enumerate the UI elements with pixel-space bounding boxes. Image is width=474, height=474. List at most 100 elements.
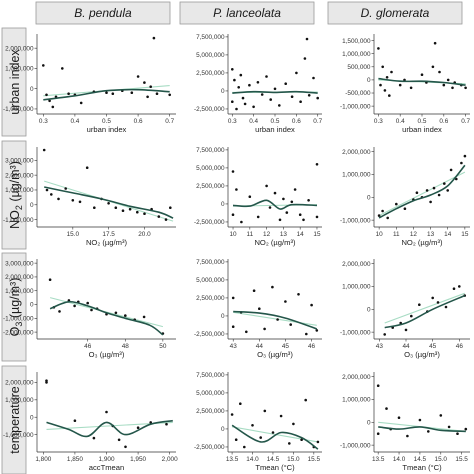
- data-point: [451, 86, 454, 90]
- data-point: [433, 41, 437, 45]
- x-tick-label: 12: [263, 231, 271, 238]
- data-point: [48, 99, 51, 103]
- data-point: [398, 83, 402, 87]
- data-point: [111, 92, 115, 95]
- data-point: [385, 76, 389, 79]
- x-tick-label: 15: [461, 231, 469, 238]
- x-tick-label: 15.0: [287, 456, 300, 463]
- panel-r2-c1: -1,000,000 0 1,000,000 2,000,000 3,000,000 15…: [3, 147, 176, 247]
- column-strip-bg: [179, 1, 315, 25]
- y-tick-label: 3,000,000: [5, 260, 34, 267]
- x-tick-label: 15.0: [67, 231, 80, 238]
- data-point: [415, 191, 419, 194]
- panel-r4-c2: -2,500,000 0 2,500,000 5,000,000 7,500,000 13…: [194, 372, 322, 472]
- x-tick-label: 0.4: [396, 118, 405, 125]
- x-tick-label: 0.5: [102, 118, 111, 125]
- y-tick-label: 0: [221, 88, 225, 95]
- x-tick-label: 46: [84, 343, 92, 350]
- row-strip-1: urban index: [1, 27, 27, 137]
- data-point: [42, 64, 45, 67]
- data-point: [385, 407, 388, 410]
- data-point: [248, 83, 251, 87]
- data-point: [168, 93, 171, 97]
- data-point: [463, 154, 467, 158]
- data-point: [290, 200, 294, 204]
- x-tick-label: 10: [229, 231, 237, 238]
- linear-fit-line: [384, 292, 465, 324]
- x-tick-label: 1,900: [99, 456, 115, 463]
- y-tick-label: 7,500,000: [196, 372, 225, 379]
- data-point: [307, 94, 311, 97]
- x-tick-label: 44: [256, 343, 264, 350]
- x-axis-label: O₃ (µg/m³): [89, 350, 125, 359]
- data-point: [284, 300, 287, 303]
- data-point: [303, 57, 307, 60]
- data-point: [243, 102, 247, 106]
- data-point: [289, 323, 293, 326]
- data-point: [245, 330, 248, 334]
- y-tick-label: -1,000,000: [3, 106, 34, 113]
- x-tick-label: 15.0: [435, 456, 448, 463]
- data-point: [288, 442, 291, 445]
- data-point: [458, 285, 461, 288]
- y-tick-label: 1,000,000: [342, 51, 371, 58]
- x-tick-label: 14: [444, 231, 452, 238]
- data-point: [45, 93, 48, 97]
- data-point: [315, 329, 319, 332]
- data-point: [269, 98, 273, 101]
- smooth-fit-curve: [378, 426, 466, 433]
- x-axis-label: NO₂ (µg/m³): [401, 238, 443, 247]
- data-point: [67, 92, 70, 95]
- panel-r3-c2: -2,500,000 0 2,500,000 5,000,000 7,500,000 43…: [194, 259, 322, 359]
- x-tick-label: 0.7: [461, 118, 470, 125]
- row-strip-bg: [1, 365, 27, 474]
- x-tick-label: 0.6: [439, 118, 448, 125]
- data-point: [258, 307, 261, 311]
- x-tick-label: 44: [402, 343, 410, 350]
- smooth-fit-curve: [49, 300, 164, 336]
- data-point: [282, 197, 285, 201]
- data-point: [237, 86, 240, 89]
- row-strip-2: NO2 (µg/m³): [1, 140, 27, 250]
- data-point: [164, 218, 168, 221]
- x-tick-label: 0.6: [134, 118, 143, 125]
- data-point: [420, 73, 424, 76]
- row-title: temperature: [8, 386, 22, 453]
- y-tick-label: -500,000: [345, 90, 371, 97]
- data-point: [128, 207, 132, 211]
- y-tick-label: 0: [30, 302, 34, 309]
- data-point: [78, 200, 82, 204]
- data-point: [418, 418, 422, 422]
- smooth-fit-curve: [44, 186, 174, 219]
- column-title: D. glomerata: [361, 6, 430, 20]
- data-point: [146, 95, 149, 99]
- y-tick-label: 500,000: [347, 64, 371, 71]
- x-tick-label: 45: [429, 343, 437, 350]
- panel-r4-c1: -1,000,000 0 1,000,000 2,000,000 1,800 1,850 1…: [3, 372, 178, 472]
- data-point: [85, 166, 89, 169]
- x-tick-label: 17.5: [102, 231, 115, 238]
- row-strip-4: temperature: [1, 365, 27, 474]
- data-point: [240, 220, 243, 224]
- y-tick-label: 1,000,000: [342, 172, 371, 179]
- data-point: [446, 189, 450, 192]
- data-point: [410, 314, 413, 318]
- x-tick-label: 0.4: [249, 118, 258, 125]
- data-point: [298, 213, 302, 216]
- data-point: [376, 384, 380, 388]
- y-tick-label: 2,500,000: [196, 183, 225, 190]
- row-strip-bg: [1, 140, 27, 250]
- data-point: [299, 100, 302, 103]
- data-point: [397, 416, 401, 420]
- data-point: [377, 47, 380, 50]
- data-point: [231, 170, 235, 173]
- data-point: [386, 216, 390, 220]
- y-tick-label: 0: [367, 306, 371, 313]
- data-point: [155, 92, 159, 95]
- x-tick-label: 14.0: [246, 456, 259, 463]
- data-point: [449, 168, 453, 172]
- data-point: [383, 89, 387, 92]
- x-tick-label: 1,800: [35, 456, 51, 463]
- data-point: [278, 104, 281, 107]
- panel-r1-c3: -1,000,000 -500,000 0 500,000 1,000,000 1,500…: [340, 34, 471, 134]
